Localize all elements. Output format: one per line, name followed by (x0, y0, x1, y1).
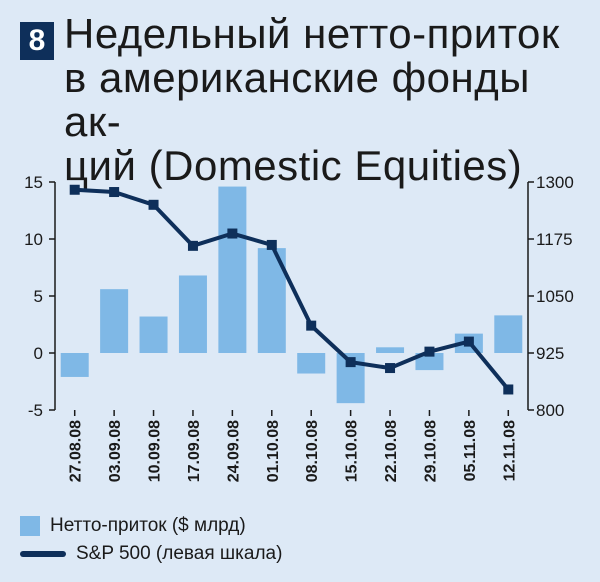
legend-line-label: S&P 500 (левая шкала) (76, 543, 283, 564)
right-tick-label: 1050 (536, 287, 574, 306)
title-line-2: в американские фонды ак- (64, 54, 530, 145)
right-tick-label: 1300 (536, 173, 574, 192)
sp500-point (109, 187, 120, 198)
sp500-point (69, 184, 80, 195)
sp500-point (385, 363, 396, 374)
x-category-label: 15.10.08 (344, 420, 361, 482)
legend: Нетто-приток ($ млрд) S&P 500 (левая шка… (20, 512, 282, 568)
sp500-point (227, 228, 238, 239)
x-category-label: 29.10.08 (422, 420, 439, 482)
sp500-point (424, 346, 435, 357)
right-tick-label: 800 (536, 401, 564, 420)
bar (100, 289, 129, 353)
legend-bar-swatch (20, 516, 40, 536)
sp500-point (266, 239, 277, 250)
bar (494, 315, 523, 353)
x-category-label: 08.10.08 (304, 420, 321, 482)
left-tick-label: 15 (24, 173, 43, 192)
title-line-1: Недельный нетто-приток (64, 10, 560, 57)
right-tick-label: 925 (536, 344, 564, 363)
x-category-label: 01.10.08 (265, 420, 282, 482)
bar (297, 353, 326, 374)
bar (376, 347, 405, 353)
sp500-line (74, 187, 510, 391)
sp500-point (148, 199, 159, 210)
bar (139, 316, 168, 353)
x-category-label: 24.09.08 (225, 420, 242, 482)
legend-item-line: S&P 500 (левая шкала) (20, 540, 282, 568)
left-tick-label: 10 (24, 230, 43, 249)
sp500-point (345, 357, 356, 368)
x-category-label: 10.09.08 (147, 420, 164, 482)
x-category-label: 27.08.08 (68, 420, 85, 482)
bar (178, 275, 207, 353)
left-tick-label: -5 (28, 401, 43, 420)
chart-title: Недельный нетто-приток в американские фо… (16, 8, 591, 188)
left-tick-label: 0 (34, 344, 43, 363)
bar (415, 353, 444, 371)
legend-item-bars: Нетто-приток ($ млрд) (20, 512, 282, 540)
sp500-point (187, 240, 198, 251)
chart-number-badge: 8 (20, 22, 54, 60)
x-category-label: 22.10.08 (383, 420, 400, 482)
x-category-label: 05.11.08 (462, 420, 479, 482)
sp500-point (306, 320, 317, 331)
combo-chart: -5 0 5 10 15 800 925 1050 1175 1300 27.08.08 03.09.… (24, 173, 574, 482)
x-category-label: 12.11.08 (501, 420, 518, 482)
title-block: 8 Недельный нетто-приток в американские … (16, 8, 591, 188)
x-category-label: 17.09.08 (186, 420, 203, 482)
x-category-label: 03.09.08 (107, 420, 124, 482)
bar (60, 353, 89, 377)
right-tick-label: 1175 (536, 230, 573, 249)
left-tick-label: 5 (34, 287, 43, 306)
sp500-point (503, 384, 514, 395)
legend-bar-label: Нетто-приток ($ млрд) (50, 515, 246, 536)
sp500-point (463, 336, 474, 347)
title-line-3: ций (Domestic Equities) (64, 142, 523, 189)
bar (218, 186, 247, 353)
legend-line-swatch (20, 551, 66, 557)
